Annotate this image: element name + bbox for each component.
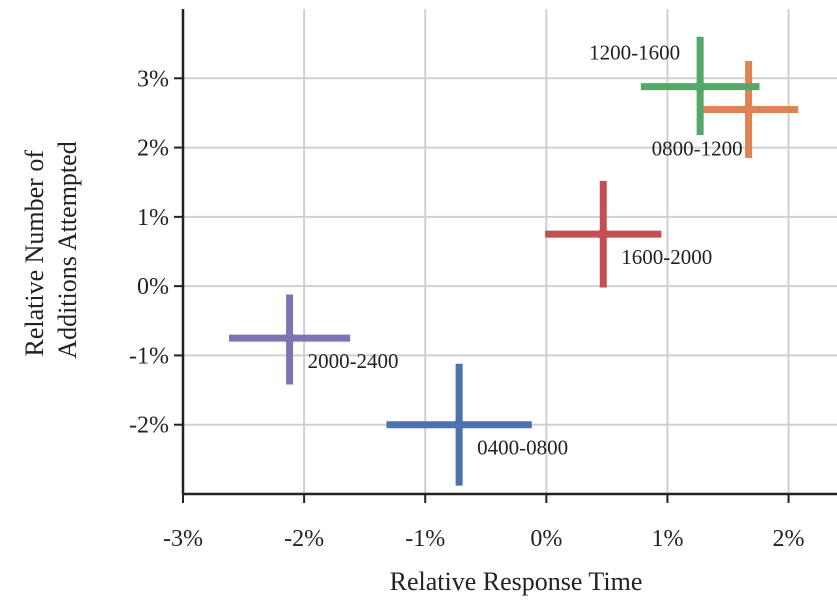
error-bar-marks xyxy=(229,36,799,486)
data-point xyxy=(597,228,609,240)
data-point-group xyxy=(545,180,662,288)
x-tick-label: 0% xyxy=(530,526,562,552)
x-tick-label: -3% xyxy=(163,526,203,552)
y-tick-label: 2% xyxy=(137,136,169,162)
data-point-group xyxy=(229,294,351,385)
y-axis-title: Relative Number of Additions Attempted xyxy=(20,141,82,358)
x-tick-label: -2% xyxy=(284,526,324,552)
data-point-group xyxy=(697,60,799,158)
y-axis-title-line-2: Additions Attempted xyxy=(53,141,82,358)
point-label: 2000-2400 xyxy=(308,349,399,373)
point-label: 1200-1600 xyxy=(589,41,680,65)
y-axis-title-line-1: Relative Number of xyxy=(20,150,49,357)
y-tick-label: 3% xyxy=(137,66,169,92)
point-label: 1600-2000 xyxy=(621,245,712,269)
point-labels: 0400-0800 0800-1200 1200-1600 1600-2000 2000… xyxy=(308,41,743,460)
data-point xyxy=(743,103,755,115)
ticks: -3% -2% -1% 0% 1% 2% -2% -1% 0% 1% 2% 3% xyxy=(129,66,805,552)
data-point xyxy=(284,332,296,344)
y-tick-label: 1% xyxy=(137,205,169,231)
x-axis-title: Relative Response Time xyxy=(390,567,643,596)
data-point-group xyxy=(640,36,760,136)
point-label: 0400-0800 xyxy=(477,436,568,460)
data-point xyxy=(453,419,465,431)
axes xyxy=(181,9,837,496)
data-point xyxy=(694,81,706,93)
y-tick-label: -2% xyxy=(129,413,169,439)
x-tick-label: -1% xyxy=(405,526,445,552)
y-tick-label: -1% xyxy=(129,343,169,369)
x-tick-label: 1% xyxy=(651,526,683,552)
data-point-group xyxy=(386,363,532,486)
point-label: 0800-1200 xyxy=(652,136,743,160)
y-tick-label: 0% xyxy=(137,274,169,300)
x-tick-label: 2% xyxy=(773,526,805,552)
